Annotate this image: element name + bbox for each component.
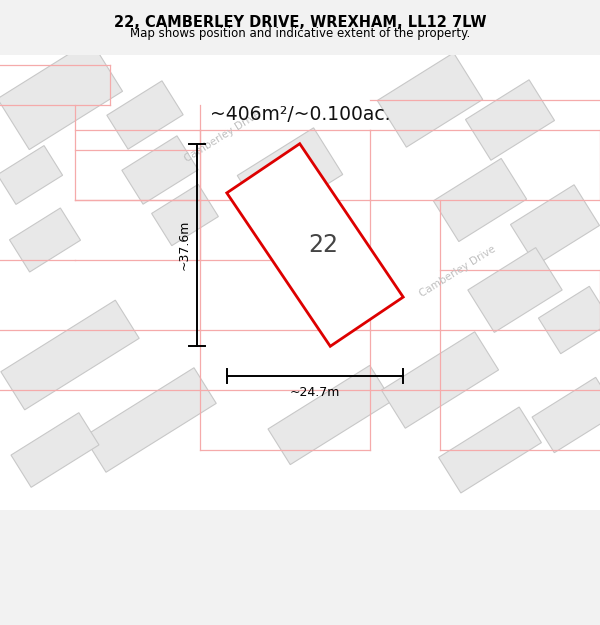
Text: 22, CAMBERLEY DRIVE, WREXHAM, LL12 7LW: 22, CAMBERLEY DRIVE, WREXHAM, LL12 7LW (114, 16, 486, 31)
Polygon shape (538, 286, 600, 354)
Polygon shape (382, 332, 499, 428)
Polygon shape (152, 184, 218, 246)
Text: ~37.6m: ~37.6m (178, 220, 191, 270)
Polygon shape (84, 368, 216, 472)
Polygon shape (0, 41, 122, 149)
Text: 22: 22 (308, 233, 338, 257)
Polygon shape (377, 53, 483, 147)
Text: Camberley Drive: Camberley Drive (182, 109, 262, 164)
Polygon shape (268, 366, 392, 464)
Polygon shape (1, 300, 139, 410)
Polygon shape (10, 208, 80, 272)
Polygon shape (433, 159, 527, 241)
Polygon shape (11, 412, 99, 488)
Text: ~406m²/~0.100ac.: ~406m²/~0.100ac. (210, 106, 390, 124)
Polygon shape (466, 80, 554, 160)
Polygon shape (532, 378, 600, 452)
Text: Map shows position and indicative extent of the property.: Map shows position and indicative extent… (130, 27, 470, 39)
Polygon shape (511, 185, 599, 265)
Polygon shape (122, 136, 198, 204)
Polygon shape (468, 248, 562, 332)
Polygon shape (237, 128, 343, 222)
Polygon shape (227, 144, 403, 346)
Text: Camberley Drive: Camberley Drive (418, 244, 497, 299)
Polygon shape (107, 81, 183, 149)
Polygon shape (439, 407, 541, 493)
Text: ~24.7m: ~24.7m (290, 386, 340, 399)
Polygon shape (0, 146, 62, 204)
